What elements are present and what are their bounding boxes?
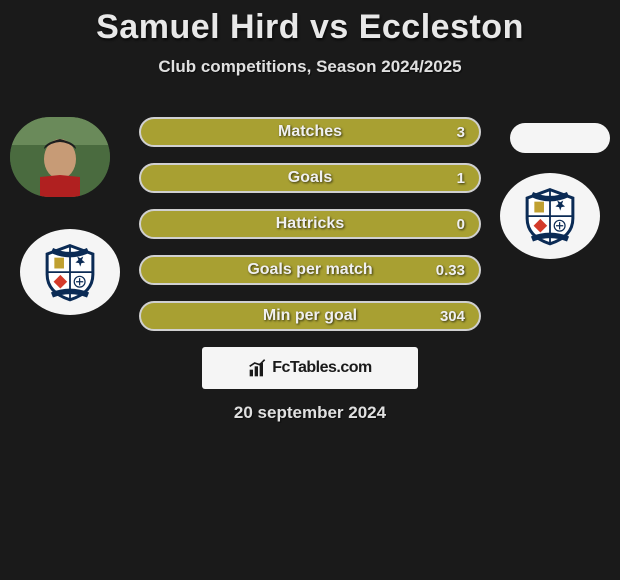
stat-value: 1 bbox=[457, 170, 465, 187]
stat-row-goals-per-match: Goals per match 0.33 bbox=[139, 255, 481, 285]
stat-label: Min per goal bbox=[263, 307, 357, 325]
stat-value: 3 bbox=[457, 124, 465, 141]
stat-value: 304 bbox=[440, 308, 465, 325]
stat-row-goals: Goals 1 bbox=[139, 163, 481, 193]
stat-label: Hattricks bbox=[276, 215, 344, 233]
player-slot-right bbox=[510, 123, 610, 153]
club-badge-right bbox=[500, 173, 600, 259]
stat-value: 0.33 bbox=[436, 262, 465, 279]
stat-value: 0 bbox=[457, 216, 465, 233]
subtitle: Club competitions, Season 2024/2025 bbox=[0, 57, 620, 77]
stat-label: Goals bbox=[288, 169, 332, 187]
stat-label: Goals per match bbox=[247, 261, 372, 279]
stat-label: Matches bbox=[278, 123, 342, 141]
stat-row-min-per-goal: Min per goal 304 bbox=[139, 301, 481, 331]
stat-row-matches: Matches 3 bbox=[139, 117, 481, 147]
date-label: 20 september 2024 bbox=[0, 403, 620, 423]
stats-area: Matches 3 Goals 1 Hattricks 0 Goals per … bbox=[0, 117, 620, 423]
bar-chart-icon bbox=[248, 358, 268, 378]
player-photo-left bbox=[10, 117, 110, 197]
branding-label: FcTables.com bbox=[272, 359, 372, 377]
page-title: Samuel Hird vs Eccleston bbox=[0, 8, 620, 47]
stat-row-hattricks: Hattricks 0 bbox=[139, 209, 481, 239]
club-badge-left bbox=[20, 229, 120, 315]
branding-box: FcTables.com bbox=[202, 347, 418, 389]
